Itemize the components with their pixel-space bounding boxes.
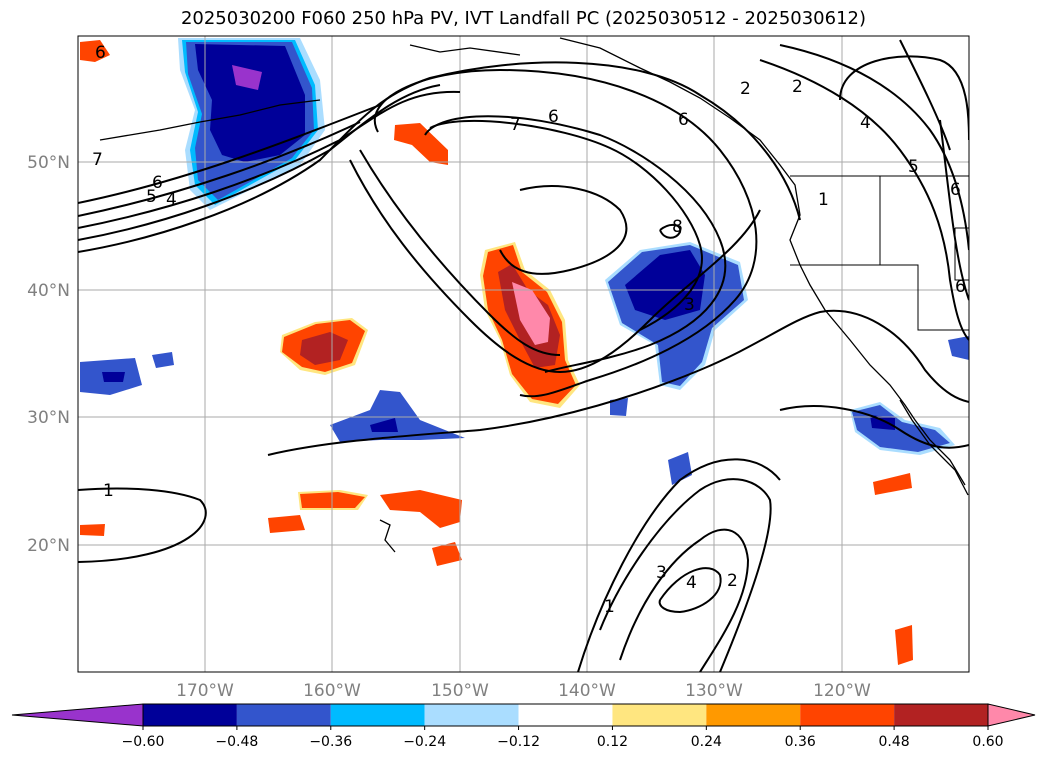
plot-area: 6 7 6 5 4 6 7 6 8 2 2 4 5 6 1 3 6 1 1 2 … [78, 36, 969, 672]
contour-label: 4 [686, 573, 697, 593]
contour-label: 8 [672, 217, 683, 237]
colorbar-extend-low [11, 703, 144, 727]
colorbar-segment [800, 704, 895, 726]
contour-label: 3 [656, 563, 667, 583]
colorbar-tick-label: −0.48 [215, 734, 258, 750]
colorbar-segment [143, 704, 237, 726]
lat-label-40n: 40°N [27, 281, 70, 301]
colorbar-segment [518, 704, 613, 726]
contour-label: 6 [548, 107, 559, 127]
lon-label-130w: 130°W [685, 681, 743, 701]
colorbar-outline [142, 703, 989, 727]
lon-label-160w: 160°W [303, 681, 361, 701]
contour-label: 4 [860, 113, 871, 133]
lon-label-150w: 150°W [431, 681, 489, 701]
lat-label-20n: 20°N [27, 536, 70, 556]
contour-label: 2 [792, 77, 803, 97]
contour-label: 6 [95, 43, 106, 63]
contour-label: 5 [908, 157, 919, 177]
contour-label: 5 [146, 187, 157, 207]
contour-label: 7 [92, 150, 103, 170]
colorbar-tick-label: −0.60 [122, 734, 165, 750]
colorbar-tick-label: 0.48 [879, 734, 910, 750]
lat-label-30n: 30°N [27, 408, 70, 428]
colorbar-tick-label: 0.36 [785, 734, 816, 750]
contours [78, 39, 969, 672]
contour-label: 3 [684, 295, 695, 315]
lat-labels: 50°N 40°N 30°N 20°N [27, 153, 70, 556]
colorbar-segment [612, 704, 707, 726]
lon-label-170w: 170°W [176, 681, 234, 701]
contour-label: 4 [166, 190, 177, 210]
lon-labels: 170°W 160°W 150°W 140°W 130°W 120°W [176, 681, 871, 701]
lon-label-120w: 120°W [813, 681, 871, 701]
colorbar-tick-label: 0.60 [972, 734, 1003, 750]
contour-label: 6 [950, 180, 961, 200]
colorbar-segment [706, 704, 801, 726]
contour-label: 1 [103, 481, 114, 501]
contour-label: 2 [740, 79, 751, 99]
contour-label: 2 [727, 571, 738, 591]
contour-labels: 6 7 6 5 4 6 7 6 8 2 2 4 5 6 1 3 6 1 1 2 … [92, 43, 966, 617]
colorbar-segment [236, 704, 331, 726]
colorbar-extend-high [987, 703, 1036, 727]
colorbar-tick-label: −0.36 [309, 734, 352, 750]
contour-label: 1 [604, 597, 615, 617]
pv-negative-anomalies [80, 38, 969, 485]
colorbar-tick-label: 0.12 [597, 734, 628, 750]
colorbar-segment [424, 704, 519, 726]
colorbar: −0.60 −0.48 −0.36 −0.24 −0.12 0.12 0.24 0.36 0.4… [11, 703, 1036, 750]
colorbar-tick-label: −0.12 [497, 734, 540, 750]
contour-label: 6 [955, 277, 966, 297]
colorbar-tick-label: −0.24 [403, 734, 446, 750]
contour-label: 1 [818, 190, 829, 210]
colorbar-tick-label: 0.24 [691, 734, 722, 750]
contour-label: 7 [510, 115, 521, 135]
lon-label-140w: 140°W [558, 681, 616, 701]
pv-positive-anomalies [80, 40, 913, 665]
colorbar-segment [894, 704, 988, 726]
colorbar-segment [330, 704, 425, 726]
boundaries [790, 175, 969, 331]
contour-label: 6 [678, 110, 689, 130]
lat-label-50n: 50°N [27, 153, 70, 173]
map-title: 2025030200 F060 250 hPa PV, IVT Landfall… [180, 8, 867, 29]
contour-label: 6 [152, 173, 163, 193]
plot-frame [77, 35, 970, 673]
